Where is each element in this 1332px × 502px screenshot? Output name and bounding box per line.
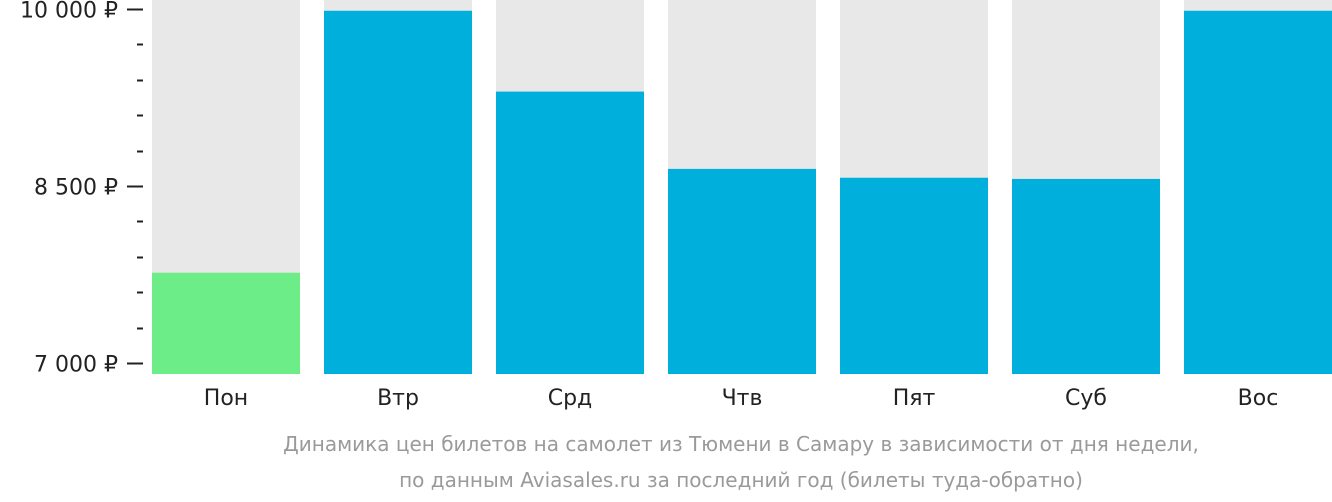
chart-caption-line-1: Динамика цен билетов на самолет из Тюмен…	[283, 432, 1199, 456]
y-tick-label-3: 10 000 ₽	[20, 0, 118, 24]
x-tick-label-1: Пон	[204, 386, 248, 411]
bar-7[interactable]	[1184, 10, 1332, 375]
y-axis: 7 000 ₽ 8 500 ₽ 10 000 ₽	[20, 0, 143, 378]
bar-1[interactable]	[152, 272, 300, 374]
bar-3[interactable]	[496, 91, 644, 374]
bar-6[interactable]	[1012, 178, 1160, 374]
y-tick-label-1: 7 000 ₽	[34, 353, 118, 378]
bar-5[interactable]	[840, 177, 988, 374]
y-tick-label-2: 8 500 ₽	[34, 176, 118, 201]
bars	[152, 10, 1332, 375]
chart-caption-line-2: по данным Aviasales.ru за последний год …	[399, 468, 1083, 492]
x-tick-label-5: Пят	[893, 386, 936, 411]
bar-4[interactable]	[668, 168, 816, 374]
x-tick-label-3: Срд	[548, 386, 593, 411]
x-tick-label-4: Чтв	[722, 386, 763, 411]
x-tick-label-6: Суб	[1065, 386, 1107, 411]
bar-2[interactable]	[324, 10, 472, 375]
x-axis-labels: Пон Втр Срд Чтв Пят Суб Вос	[204, 386, 1279, 411]
x-tick-label-7: Вос	[1238, 386, 1279, 411]
x-tick-label-2: Втр	[377, 386, 419, 411]
